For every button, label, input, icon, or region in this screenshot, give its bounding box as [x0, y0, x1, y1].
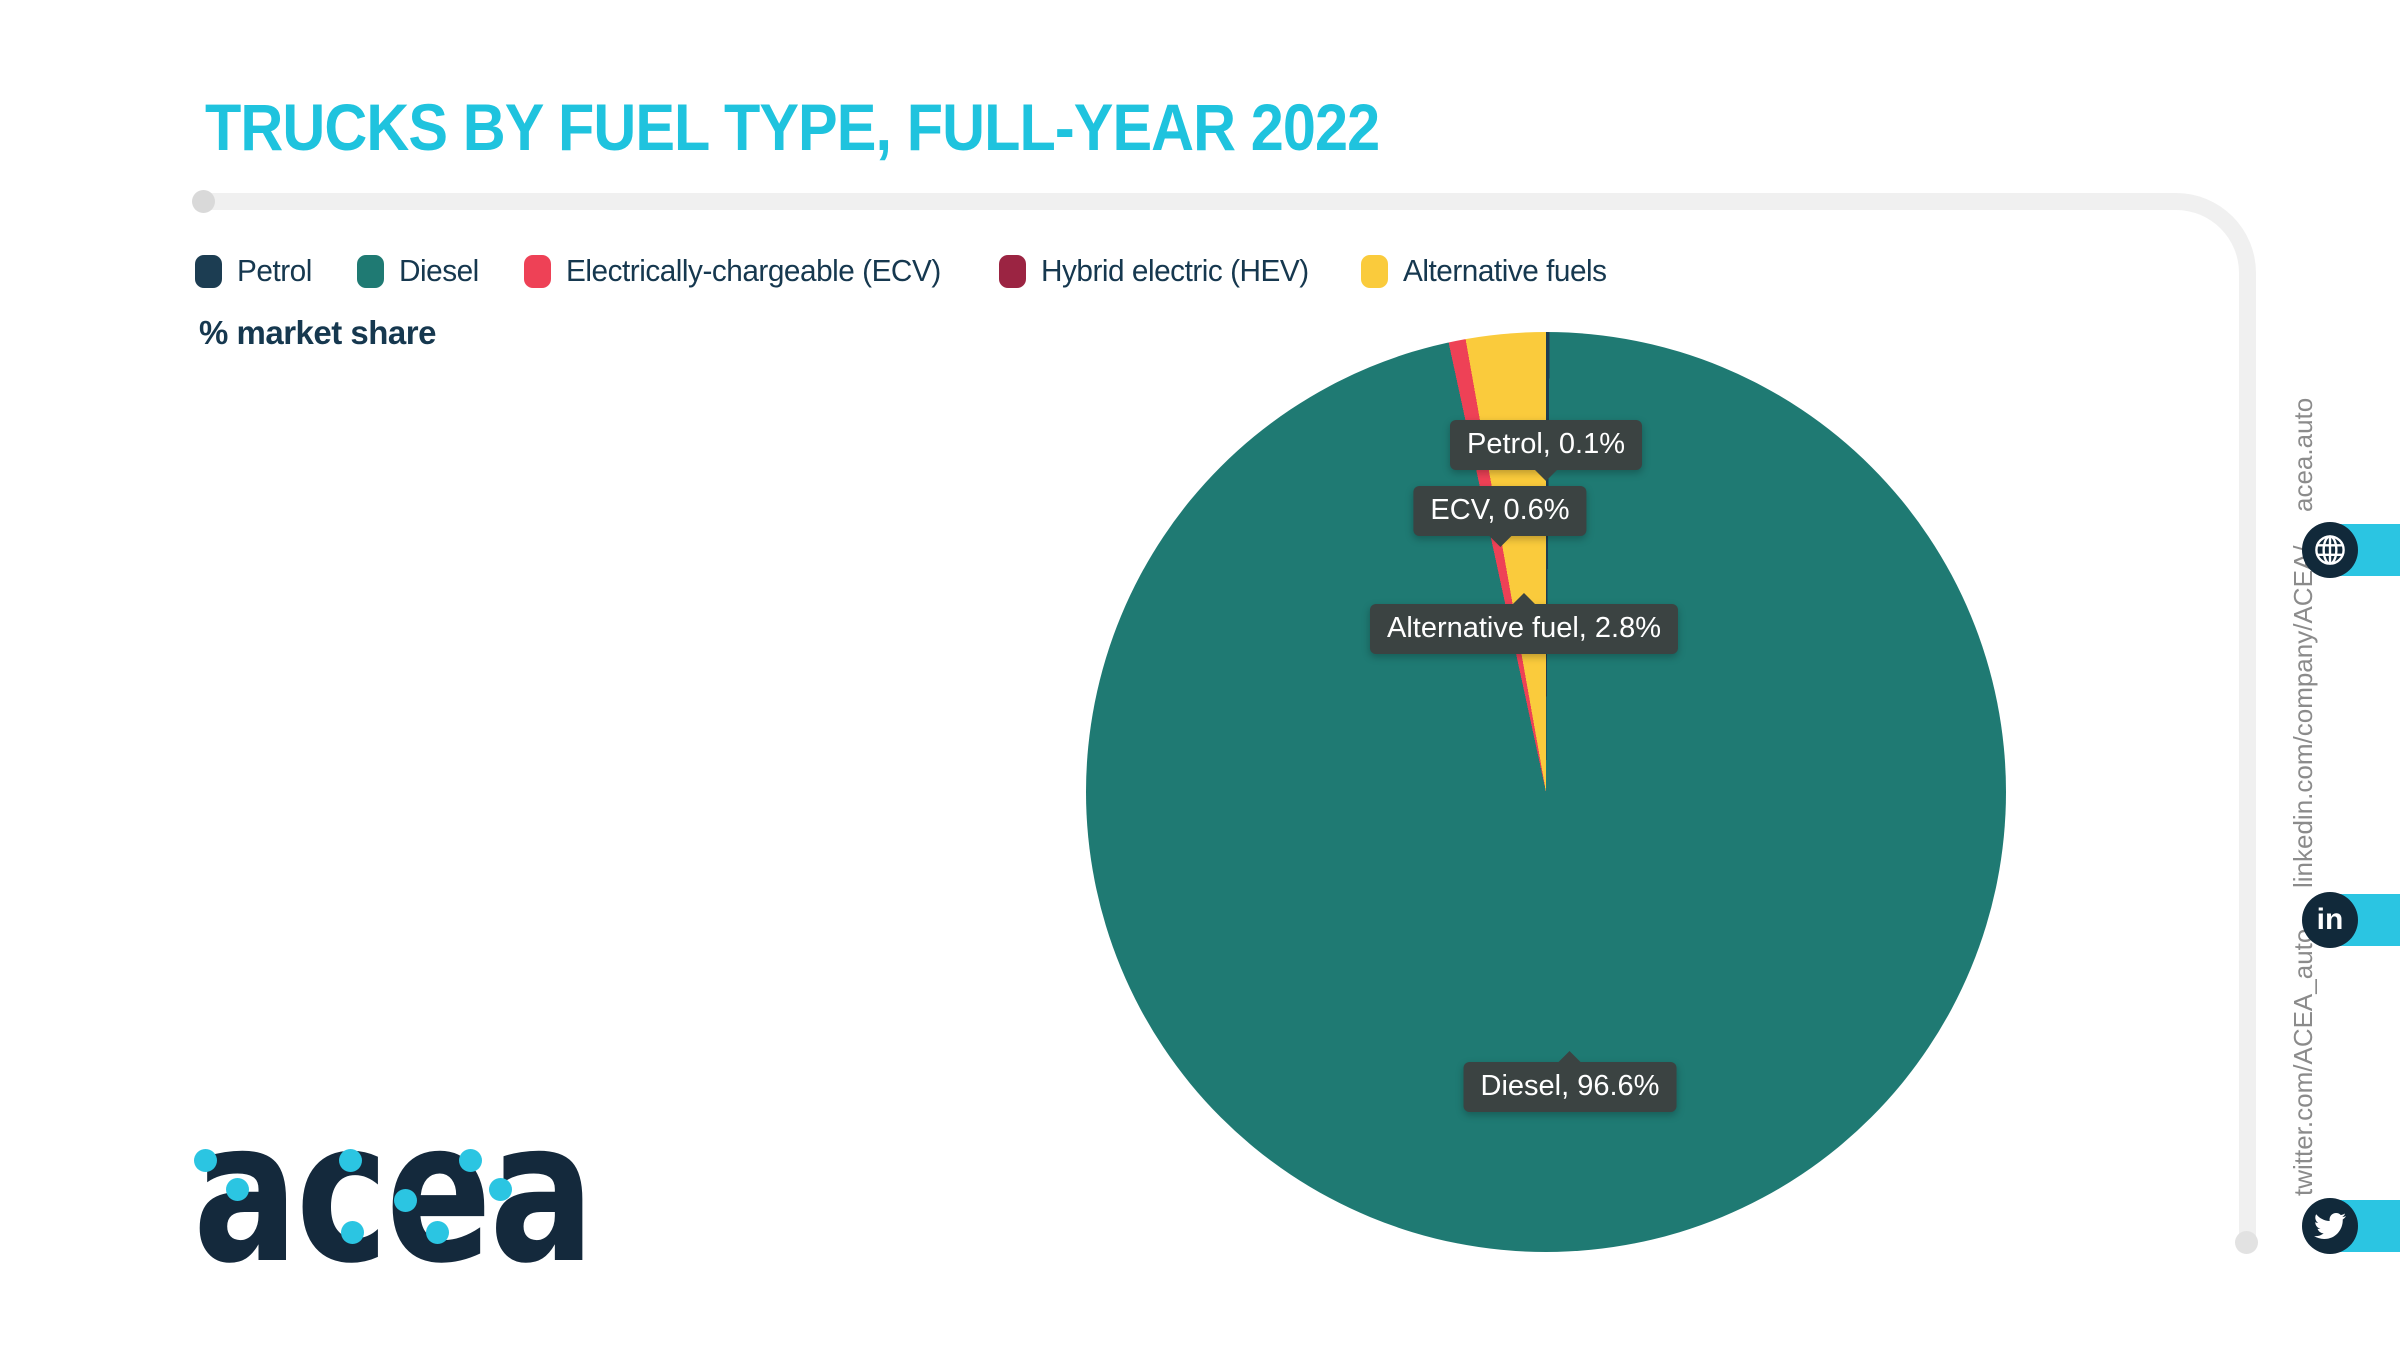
legend-item-diesel[interactable]: Diesel	[356, 253, 482, 289]
tooltip-alternative-fuel: Alternative fuel, 2.8%	[1369, 604, 1679, 654]
website-link-label[interactable]: acea.auto	[2288, 397, 2318, 512]
linkedin-link-label[interactable]: linkedin.com/company/ACEA/	[2288, 545, 2318, 888]
legend-item-ecv[interactable]: Electrically-chargeable (ECV)	[524, 253, 956, 289]
legend-item-petrol[interactable]: Petrol	[195, 253, 315, 289]
chart-legend: Petrol Diesel Electrically-chargeable (E…	[195, 253, 1615, 289]
legend-swatch-alternative-fuels	[1361, 254, 1389, 288]
logo-dot	[339, 1149, 362, 1172]
logo-dot	[194, 1149, 217, 1172]
legend-swatch-ecv	[524, 254, 552, 288]
frame-border	[203, 193, 2256, 1243]
linkedin-icon[interactable]: in	[2302, 892, 2358, 948]
legend-item-hev[interactable]: Hybrid electric (HEV)	[998, 253, 1320, 289]
tooltip-diesel: Diesel, 96.6%	[1463, 1062, 1677, 1112]
frame-cap-end	[2235, 1231, 2258, 1254]
tooltip-petrol: Petrol, 0.1%	[1450, 420, 1642, 470]
acea-logo-text: acea	[193, 1079, 595, 1306]
legend-label-hev: Hybrid electric (HEV)	[1040, 253, 1309, 288]
tooltip-petrol-text: Petrol, 0.1%	[1467, 428, 1625, 460]
legend-label-ecv: Electrically-chargeable (ECV)	[566, 253, 941, 288]
legend-swatch-petrol	[195, 254, 222, 288]
legend-item-alternative-fuels[interactable]: Alternative fuels	[1361, 253, 1615, 289]
page-title: TRUCKS BY FUEL TYPE, FULL-YEAR 2022	[205, 90, 1380, 164]
logo-dot	[459, 1149, 482, 1172]
logo-dot	[426, 1221, 449, 1244]
acea-logo: acea	[193, 1095, 595, 1290]
legend-swatch-diesel	[356, 254, 384, 288]
linkedin-glyph: in	[2316, 903, 2344, 936]
legend-label-alternative-fuels: Alternative fuels	[1403, 253, 1607, 288]
tooltip-ecv-text: ECV, 0.6%	[1430, 494, 1570, 526]
tooltip-alternative-fuel-text: Alternative fuel, 2.8%	[1386, 612, 1662, 644]
legend-label-diesel: Diesel	[398, 253, 479, 288]
legend-swatch-hev	[998, 254, 1026, 288]
legend-label-petrol: Petrol	[237, 253, 312, 288]
tooltip-diesel-text: Diesel, 96.6%	[1480, 1070, 1660, 1102]
twitter-icon[interactable]	[2302, 1198, 2358, 1254]
twitter-link-label[interactable]: twitter.com/ACEA_auto	[2288, 928, 2318, 1196]
logo-dot	[489, 1178, 512, 1201]
logo-dot	[226, 1178, 249, 1201]
chart-subtitle: % market share	[199, 314, 436, 351]
frame-cap-start	[192, 190, 215, 213]
logo-dot	[394, 1189, 417, 1212]
globe-icon[interactable]	[2302, 522, 2358, 578]
logo-dot	[341, 1221, 364, 1244]
tooltip-ecv: ECV, 0.6%	[1413, 486, 1587, 536]
